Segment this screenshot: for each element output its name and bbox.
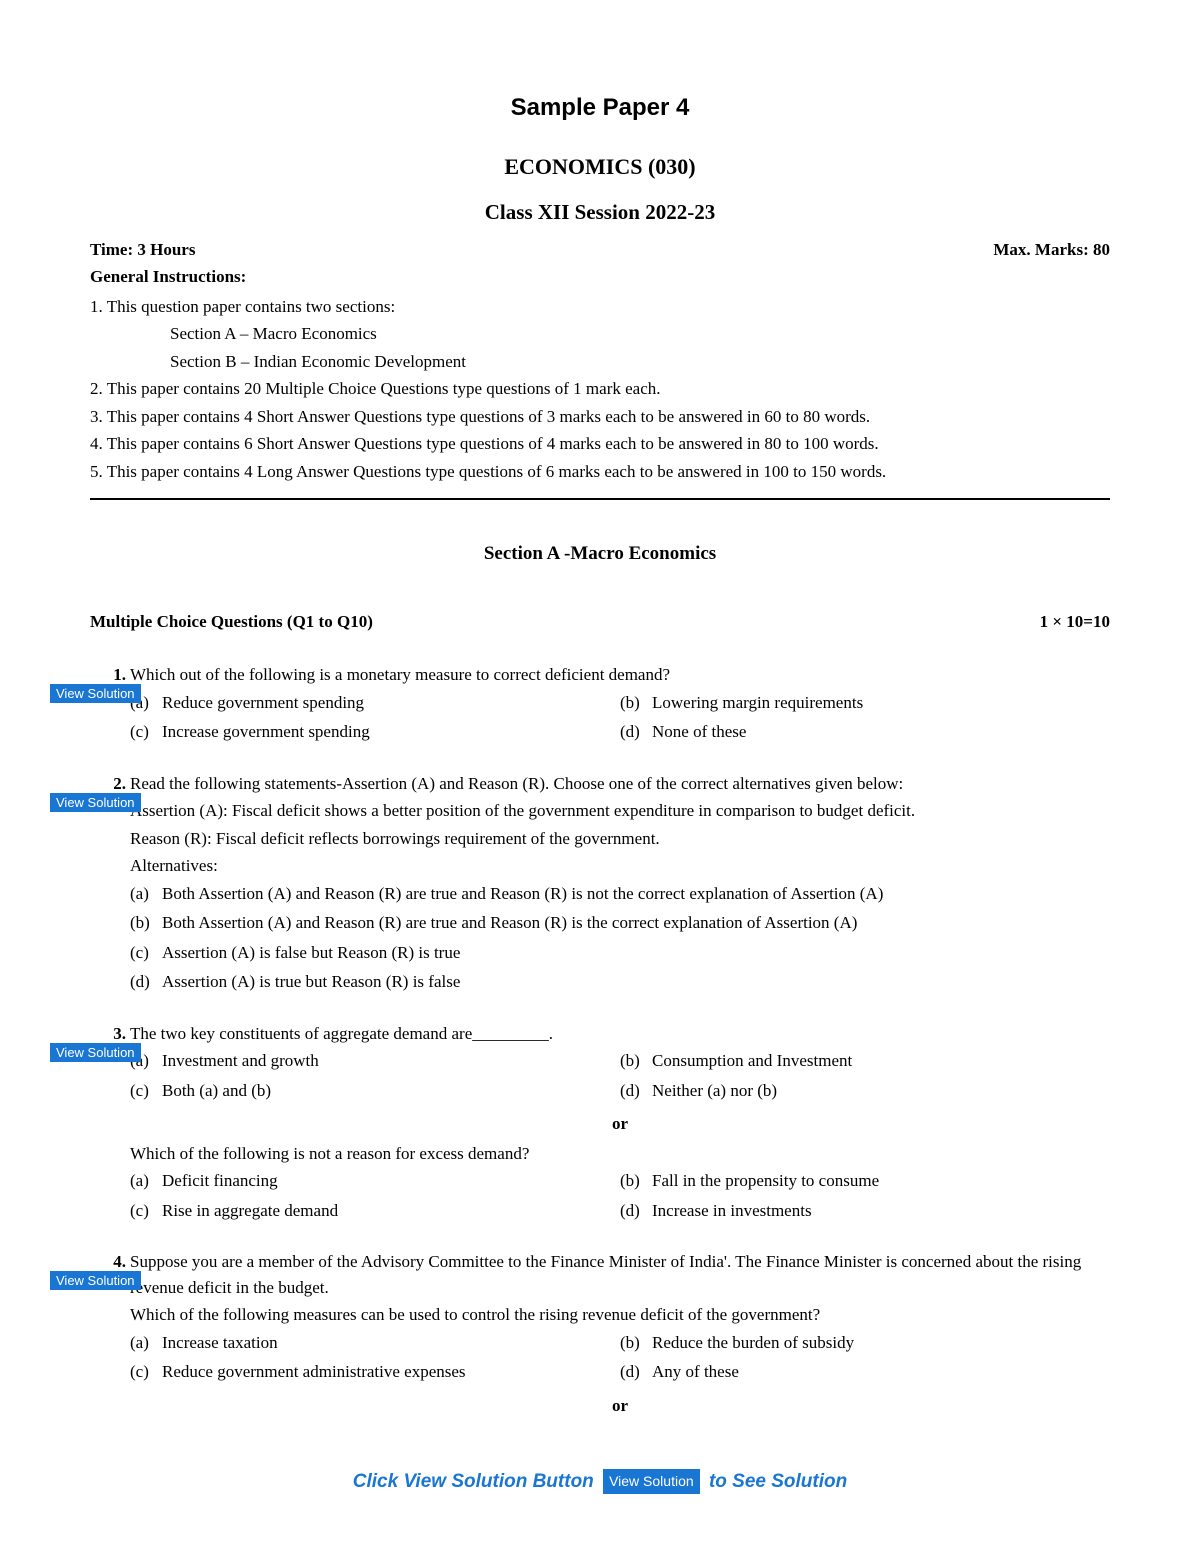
meta-row: Time: 3 Hours Max. Marks: 80 [90, 237, 1110, 263]
option-c: (c)Both (a) and (b) [130, 1078, 620, 1104]
subject-code: ECONOMICS (030) [90, 150, 1110, 183]
question-text: Which out of the following is a monetary… [130, 662, 1110, 688]
alt-option-a: (a)Deficit financing [130, 1168, 620, 1194]
instruction-line: 5. This paper contains 4 Long Answer Que… [90, 459, 1110, 485]
max-marks-label: Max. Marks: 80 [993, 237, 1110, 263]
section-divider [90, 498, 1110, 500]
option-a: (a)Increase taxation [130, 1330, 620, 1356]
view-solution-button[interactable]: View Solution [50, 1043, 141, 1062]
alt-option-c: (c)Rise in aggregate demand [130, 1198, 620, 1224]
instruction-subline: Section B – Indian Economic Development [90, 349, 1110, 375]
question-text-2: Which of the following measures can be u… [130, 1302, 1110, 1328]
reason-text: Reason (R): Fiscal deficit reflects borr… [130, 826, 1110, 852]
section-a-heading: Section A -Macro Economics [90, 540, 1110, 569]
session-title: Class XII Session 2022-23 [90, 197, 1110, 229]
footer-cta: Click View Solution Button View Solution… [90, 1468, 1110, 1497]
or-separator: or [130, 1111, 1110, 1137]
question-number: 4. [100, 1249, 126, 1275]
instruction-line: 2. This paper contains 20 Multiple Choic… [90, 376, 1110, 402]
option-d: (d)Assertion (A) is true but Reason (R) … [130, 969, 1110, 995]
question-number: 3. [100, 1021, 126, 1047]
option-d: (d)Neither (a) nor (b) [620, 1078, 1110, 1104]
instruction-line: 1. This question paper contains two sect… [90, 294, 1110, 320]
instruction-line: 4. This paper contains 6 Short Answer Qu… [90, 431, 1110, 457]
option-c: (c)Assertion (A) is false but Reason (R)… [130, 940, 1110, 966]
alt-question-text: Which of the following is not a reason f… [130, 1141, 1110, 1167]
time-label: Time: 3 Hours [90, 237, 195, 263]
question-1: View Solution 1. Which out of the follow… [130, 662, 1110, 749]
option-a: (a)Reduce government spending [130, 690, 620, 716]
option-b: (b)Both Assertion (A) and Reason (R) are… [130, 910, 1110, 936]
option-d: (d)Any of these [620, 1359, 1110, 1385]
question-text: Read the following statements-Assertion … [130, 771, 1110, 797]
mcq-marks-label: 1 × 10=10 [1040, 609, 1110, 635]
instruction-line: 3. This paper contains 4 Short Answer Qu… [90, 404, 1110, 430]
view-solution-button[interactable]: View Solution [50, 684, 141, 703]
footer-pre-text: Click View Solution Button [353, 1471, 594, 1492]
view-solution-button[interactable]: View Solution [50, 1271, 141, 1290]
view-solution-button[interactable]: View Solution [50, 793, 141, 812]
option-b: (b)Lowering margin requirements [620, 690, 1110, 716]
question-4: View Solution 4. Suppose you are a membe… [130, 1249, 1110, 1418]
footer-post-text: to See Solution [709, 1471, 847, 1492]
paper-title: Sample Paper 4 [90, 90, 1110, 126]
mcq-range-label: Multiple Choice Questions (Q1 to Q10) [90, 609, 373, 635]
general-instructions-label: General Instructions: [90, 264, 1110, 290]
alt-option-b: (b)Fall in the propensity to consume [620, 1168, 1110, 1194]
option-c: (c)Reduce government administrative expe… [130, 1359, 620, 1385]
option-c: (c)Increase government spending [130, 719, 620, 745]
option-b: (b)Reduce the burden of subsidy [620, 1330, 1110, 1356]
view-solution-inline-button[interactable]: View Solution [603, 1469, 700, 1494]
or-separator: or [130, 1393, 1110, 1419]
alt-option-d: (d)Increase in investments [620, 1198, 1110, 1224]
question-number: 1. [100, 662, 126, 688]
alternatives-label: Alternatives: [130, 853, 1110, 879]
mcq-header-row: Multiple Choice Questions (Q1 to Q10) 1 … [90, 609, 1110, 635]
option-b: (b)Consumption and Investment [620, 1048, 1110, 1074]
question-number: 2. [100, 771, 126, 797]
instructions-block: 1. This question paper contains two sect… [90, 294, 1110, 485]
option-a: (a)Investment and growth [130, 1048, 620, 1074]
option-a: (a)Both Assertion (A) and Reason (R) are… [130, 881, 1110, 907]
question-3: View Solution 3. The two key constituent… [130, 1021, 1110, 1228]
instruction-subline: Section A – Macro Economics [90, 321, 1110, 347]
option-d: (d)None of these [620, 719, 1110, 745]
question-text: The two key constituents of aggregate de… [130, 1021, 1110, 1047]
question-2: View Solution 2. Read the following stat… [130, 771, 1110, 999]
assertion-text: Assertion (A): Fiscal deficit shows a be… [130, 798, 1110, 824]
question-text-1: Suppose you are a member of the Advisory… [130, 1249, 1110, 1300]
